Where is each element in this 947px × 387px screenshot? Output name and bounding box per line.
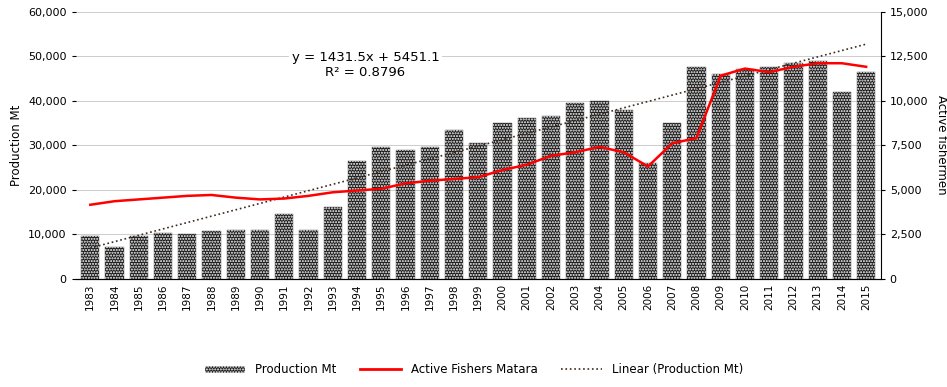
Bar: [469, 143, 488, 279]
Bar: [688, 67, 706, 279]
Bar: [832, 92, 851, 279]
Bar: [542, 116, 560, 279]
Bar: [105, 248, 124, 279]
Bar: [324, 207, 342, 279]
Bar: [615, 110, 633, 279]
Bar: [203, 231, 221, 279]
Bar: [469, 143, 488, 279]
Legend: Production Mt, Active Fishers Matara, Linear (Production Mt): Production Mt, Active Fishers Matara, Li…: [199, 359, 748, 381]
Bar: [832, 92, 851, 279]
Bar: [711, 74, 730, 279]
Bar: [251, 229, 269, 279]
Bar: [372, 147, 390, 279]
Bar: [420, 147, 438, 279]
Bar: [663, 123, 681, 279]
Bar: [203, 231, 221, 279]
Bar: [493, 123, 511, 279]
Y-axis label: Active fishermen: Active fishermen: [935, 95, 947, 195]
Bar: [348, 161, 366, 279]
Bar: [809, 61, 827, 279]
Bar: [711, 74, 730, 279]
Bar: [663, 123, 681, 279]
Bar: [542, 116, 560, 279]
Bar: [518, 118, 536, 279]
Y-axis label: Production Mt: Production Mt: [9, 104, 23, 186]
Bar: [445, 130, 463, 279]
Bar: [130, 236, 148, 279]
Text: y = 1431.5x + 5451.1
R² = 0.8796: y = 1431.5x + 5451.1 R² = 0.8796: [292, 51, 439, 79]
Bar: [688, 67, 706, 279]
Bar: [809, 61, 827, 279]
Bar: [857, 72, 875, 279]
Bar: [566, 103, 584, 279]
Bar: [130, 236, 148, 279]
Bar: [154, 233, 172, 279]
Bar: [784, 63, 802, 279]
Bar: [493, 123, 511, 279]
Bar: [760, 67, 778, 279]
Bar: [736, 70, 754, 279]
Bar: [81, 236, 99, 279]
Bar: [178, 234, 196, 279]
Bar: [518, 118, 536, 279]
Bar: [857, 72, 875, 279]
Bar: [226, 229, 245, 279]
Bar: [590, 101, 609, 279]
Bar: [105, 248, 124, 279]
Bar: [420, 147, 438, 279]
Bar: [784, 63, 802, 279]
Bar: [348, 161, 366, 279]
Bar: [445, 130, 463, 279]
Bar: [760, 67, 778, 279]
Bar: [276, 214, 294, 279]
Bar: [178, 234, 196, 279]
Bar: [372, 147, 390, 279]
Bar: [251, 229, 269, 279]
Bar: [276, 214, 294, 279]
Bar: [639, 163, 657, 279]
Bar: [226, 229, 245, 279]
Bar: [324, 207, 342, 279]
Bar: [397, 149, 415, 279]
Bar: [566, 103, 584, 279]
Bar: [615, 110, 633, 279]
Bar: [397, 149, 415, 279]
Bar: [299, 229, 317, 279]
Bar: [299, 229, 317, 279]
Bar: [590, 101, 609, 279]
Bar: [81, 236, 99, 279]
Bar: [736, 70, 754, 279]
Bar: [154, 233, 172, 279]
Bar: [639, 163, 657, 279]
